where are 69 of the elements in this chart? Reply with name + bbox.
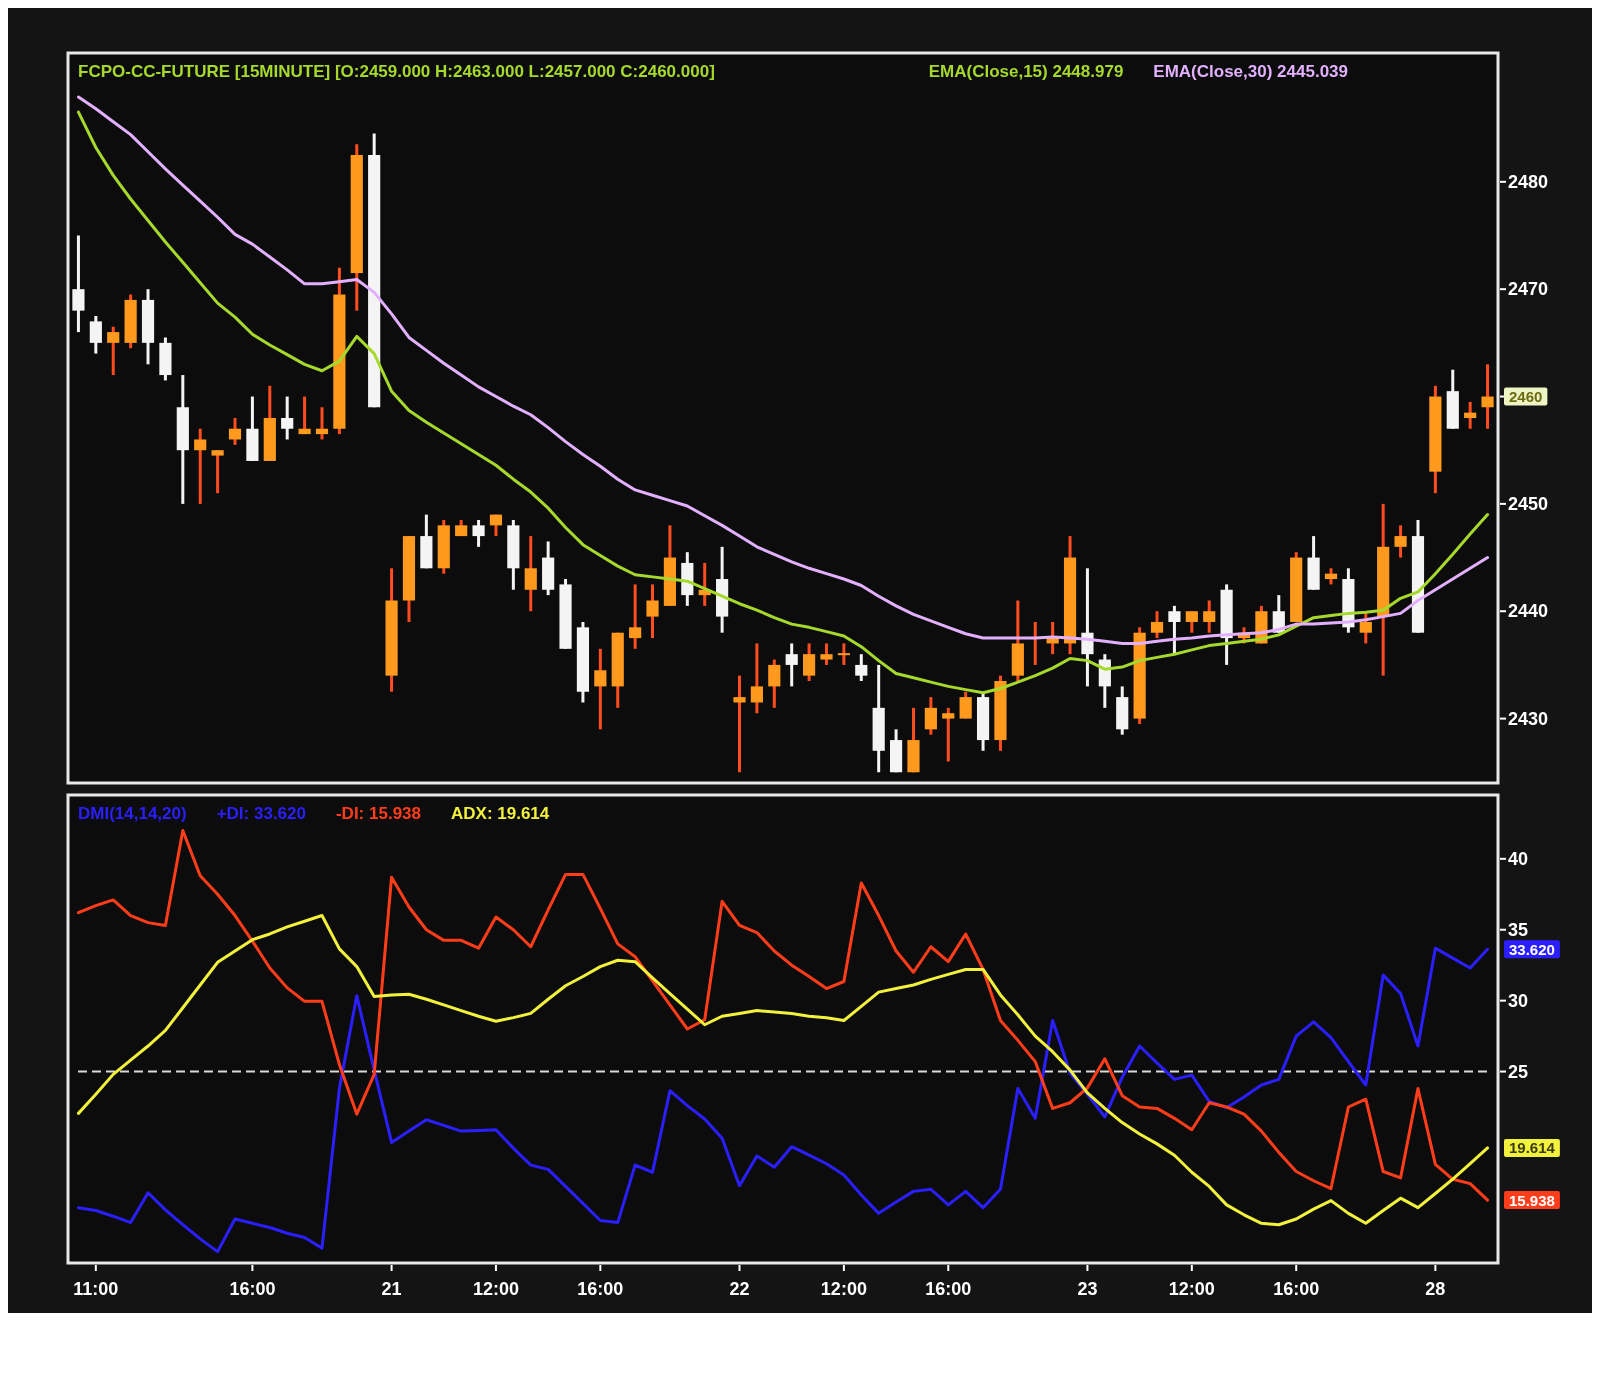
candlestick xyxy=(646,584,659,640)
y-tick-label: 2480 xyxy=(1508,171,1549,192)
y-tick-label: 2450 xyxy=(1508,493,1549,514)
candlestick xyxy=(228,418,242,445)
candlestick xyxy=(959,691,972,719)
y-tick-label: 40 xyxy=(1508,848,1529,869)
y-tick-label: 2460 xyxy=(1509,388,1543,406)
x-tick-label: 22 xyxy=(729,1279,750,1299)
candlestick xyxy=(1203,600,1216,633)
y-tick-label: 25 xyxy=(1508,1061,1529,1082)
line-series xyxy=(76,946,1490,1254)
candlestick xyxy=(733,675,746,773)
text: ADX: 19.614 xyxy=(451,803,550,823)
x-tick-label: 28 xyxy=(1425,1279,1446,1299)
candlestick xyxy=(750,643,763,715)
y-tick-label: 2430 xyxy=(1508,708,1549,729)
text: -DI: 15.938 xyxy=(335,803,422,823)
candlestick xyxy=(1481,364,1494,429)
y-tick-label: 35 xyxy=(1508,919,1529,940)
data-label: 33.620 xyxy=(1509,940,1555,958)
x-tick-label: 12:00 xyxy=(472,1279,519,1299)
candlestick xyxy=(89,316,102,354)
candlestick xyxy=(837,643,850,665)
candlestick xyxy=(820,643,833,665)
y-tick-label: 2470 xyxy=(1508,279,1549,300)
candlestick xyxy=(924,697,937,735)
candlestick xyxy=(1081,568,1094,687)
text: FCPO-CC-FUTURE [15MINUTE] [O:2459.000 H:2463.000 L:2457.000 C:2460.000] xyxy=(78,61,715,81)
candlestick xyxy=(629,584,642,649)
y-tick-label: 30 xyxy=(1508,990,1529,1011)
candlestick xyxy=(524,536,537,613)
candlestick xyxy=(1394,525,1407,558)
candlestick xyxy=(1464,400,1477,429)
candlestick xyxy=(281,396,294,440)
candlestick xyxy=(1168,604,1181,655)
candlestick xyxy=(855,654,868,682)
x-tick-label: 16:00 xyxy=(925,1279,972,1299)
line-series xyxy=(76,828,1490,1202)
candlestick xyxy=(107,326,120,377)
x-tick-label: 16:00 xyxy=(1273,1279,1320,1299)
line-series xyxy=(76,914,1490,1227)
text: EMA(Close,15) 2448.979 xyxy=(928,61,1124,81)
candlestick xyxy=(1185,611,1198,633)
candlestick xyxy=(472,519,485,547)
candlestick xyxy=(768,659,781,708)
candlestick xyxy=(785,643,798,687)
candlestick xyxy=(72,235,85,334)
candlestick xyxy=(803,643,816,682)
y-tick-label: 2440 xyxy=(1508,601,1549,622)
x-tick-label: 11:00 xyxy=(73,1279,119,1299)
candlestick xyxy=(315,407,329,440)
candlestick xyxy=(298,396,311,436)
data-label: 15.938 xyxy=(1509,1191,1555,1209)
text: DMI(14,14,20) xyxy=(78,803,187,823)
candlestick xyxy=(594,647,607,730)
x-tick-label: 16:00 xyxy=(577,1279,624,1299)
candlestick xyxy=(1359,611,1372,644)
data-label: 19.614 xyxy=(1509,1139,1556,1157)
candlestick xyxy=(942,706,955,762)
x-tick-label: 16:00 xyxy=(229,1279,276,1299)
text: +DI: 33.620 xyxy=(216,803,306,823)
x-tick-label: 12:00 xyxy=(1168,1279,1215,1299)
text: EMA(Close,30) 2445.039 xyxy=(1153,61,1348,81)
x-tick-label: 12:00 xyxy=(820,1279,867,1299)
candlestick xyxy=(194,428,207,504)
candlestick xyxy=(1150,611,1164,640)
candlestick xyxy=(211,450,224,495)
x-tick-label: 21 xyxy=(381,1279,402,1299)
x-tick-label: 23 xyxy=(1077,1279,1098,1299)
